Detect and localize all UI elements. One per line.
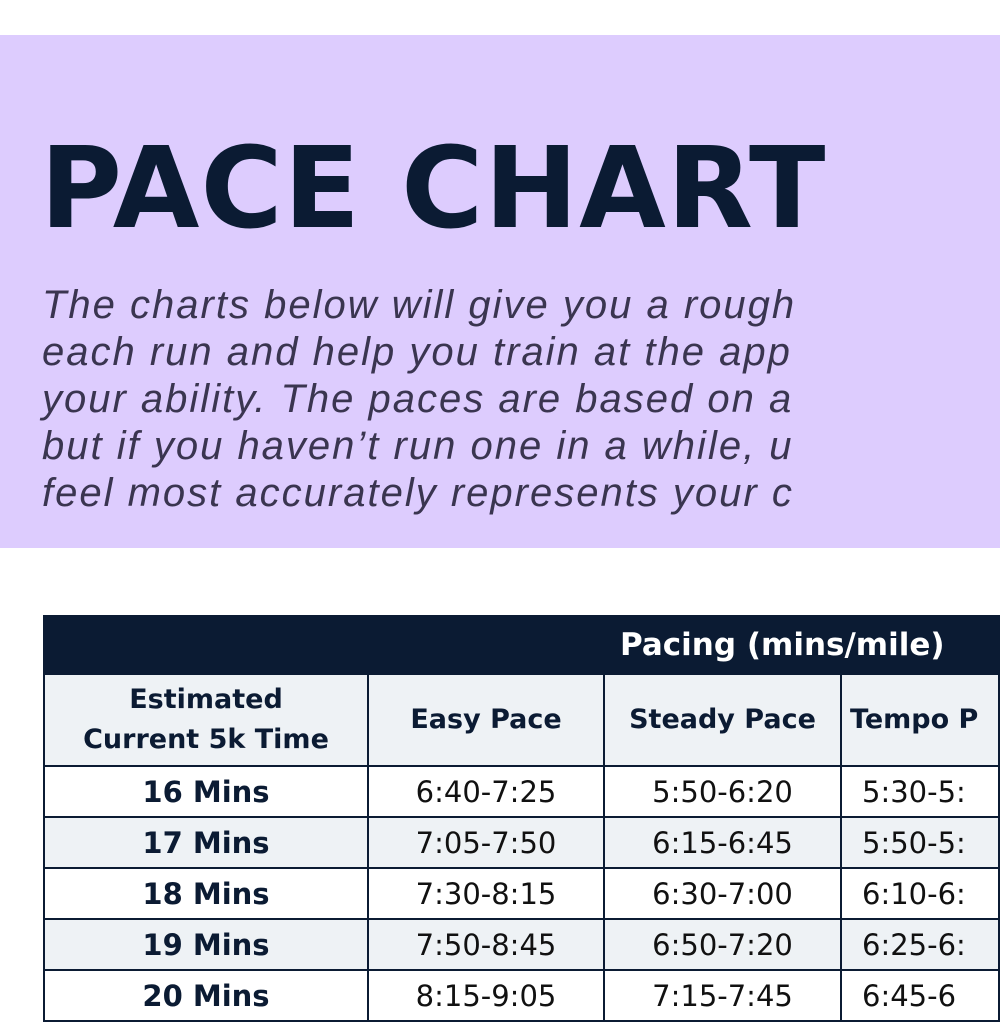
table-row: 18 Mins 7:30-8:15 6:30-7:00 6:10-6: xyxy=(43,867,1000,920)
header-band: PACE CHART The charts below will give yo… xyxy=(0,35,1000,548)
intro-line: feel most accurately represents your c xyxy=(42,471,794,515)
row-label: 19 Mins xyxy=(43,918,369,971)
column-header: Estimated Current 5k Time xyxy=(43,673,369,767)
table-row: 20 Mins 8:15-9:05 7:15-7:45 6:45-6 xyxy=(43,969,1000,1022)
intro-line: but if you haven’t run one in a while, u xyxy=(42,424,794,468)
pace-cell: 5:50-6:20 xyxy=(603,765,842,818)
group-header-row: Pacing (mins/mile) xyxy=(42,615,1000,675)
intro-line: The charts below will give you a rough xyxy=(42,283,797,327)
row-label: 20 Mins xyxy=(43,969,369,1022)
row-label: 17 Mins xyxy=(43,816,369,869)
pace-cell: 6:50-7:20 xyxy=(603,918,842,971)
row-label: 16 Mins xyxy=(43,765,369,818)
pace-cell: 6:15-6:45 xyxy=(603,816,842,869)
row-label: 18 Mins xyxy=(43,867,369,920)
group-header: Pacing (mins/mile) xyxy=(42,615,1000,675)
pace-cell: 6:25-6: xyxy=(839,918,1000,971)
table-row: 17 Mins 7:05-7:50 6:15-6:45 5:50-5: xyxy=(43,816,1000,869)
pace-table: Pacing (mins/mile) Estimated Current 5k … xyxy=(42,615,1000,1022)
pace-cell: 5:50-5: xyxy=(839,816,1000,869)
page-title: PACE CHART xyxy=(40,124,827,254)
column-header-row: Estimated Current 5k Time Easy Pace Stea… xyxy=(43,673,1000,767)
column-header: Tempo P xyxy=(839,673,1000,767)
pace-cell: 6:10-6: xyxy=(839,867,1000,920)
pace-cell: 7:50-8:45 xyxy=(367,918,605,971)
intro-line: your ability. The paces are based on a xyxy=(42,377,794,421)
group-header-label: Pacing (mins/mile) xyxy=(620,627,945,663)
column-header-label: Estimated Current 5k Time xyxy=(83,684,329,755)
pace-cell: 7:05-7:50 xyxy=(367,816,605,869)
pace-cell: 7:15-7:45 xyxy=(603,969,842,1022)
pace-cell: 6:30-7:00 xyxy=(603,867,842,920)
pace-cell: 6:40-7:25 xyxy=(367,765,605,818)
intro-paragraph: The charts below will give you a rough e… xyxy=(42,282,796,517)
pace-cell: 8:15-9:05 xyxy=(367,969,605,1022)
pace-cell: 5:30-5: xyxy=(839,765,1000,818)
table-row: 16 Mins 6:40-7:25 5:50-6:20 5:30-5: xyxy=(43,765,1000,818)
pace-cell: 7:30-8:15 xyxy=(367,867,605,920)
column-header: Steady Pace xyxy=(603,673,842,767)
intro-line: each run and help you train at the app xyxy=(42,330,792,374)
table-row: 19 Mins 7:50-8:45 6:50-7:20 6:25-6: xyxy=(43,918,1000,971)
column-header: Easy Pace xyxy=(367,673,605,767)
pace-cell: 6:45-6 xyxy=(839,969,1000,1022)
